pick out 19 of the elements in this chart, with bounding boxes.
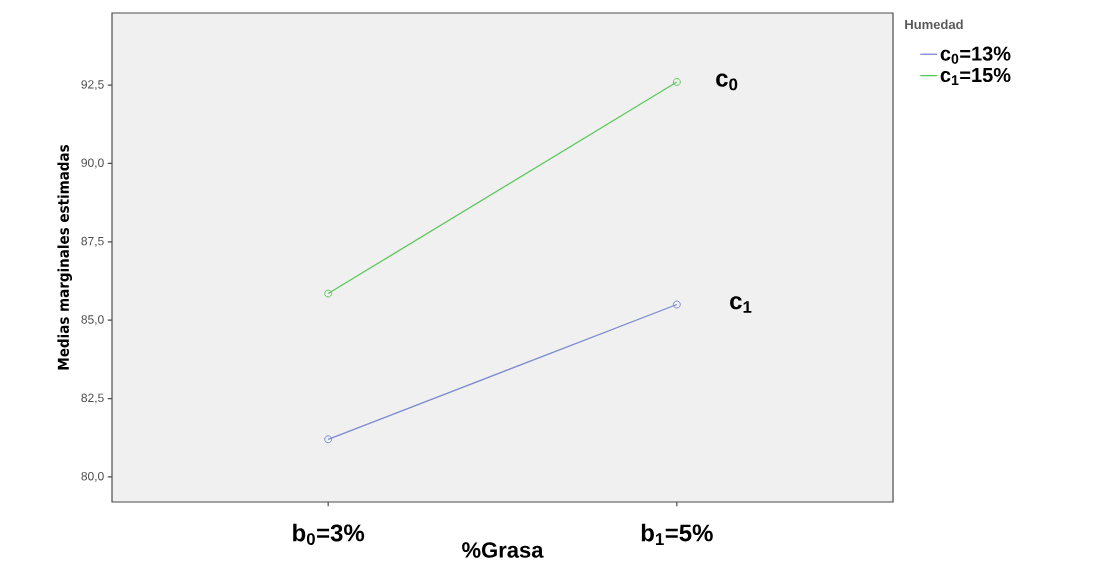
annotation: c$_{1}$ — [730, 296, 752, 313]
y-tick-label: 90,0 — [81, 158, 104, 169]
x-tick-label: b$_{0}$=3% — [293, 523, 365, 546]
y-tick-label: 80,0 — [81, 471, 104, 482]
annotation: c$_{0}$ — [716, 73, 738, 91]
legend-label: c$_{1}$=15% — [940, 67, 1011, 85]
x-tick-label: b$_{1}$=5% — [641, 523, 713, 545]
legend-title: Humedad — [905, 19, 963, 30]
legend-label: c$_{0}$=13% — [940, 46, 1011, 64]
y-tick-label: 85,0 — [81, 315, 104, 326]
point — [672, 300, 681, 309]
point — [324, 289, 333, 298]
y-axis-title: Medias marginales estimadas — [57, 145, 73, 370]
y-tick-label: 87,5 — [81, 236, 104, 247]
x-axis-title: %Grasa — [462, 542, 544, 558]
point — [324, 435, 333, 444]
point — [672, 77, 681, 86]
y-tick-label: 92,5 — [81, 80, 104, 91]
y-tick-label: 82,5 — [81, 393, 104, 404]
